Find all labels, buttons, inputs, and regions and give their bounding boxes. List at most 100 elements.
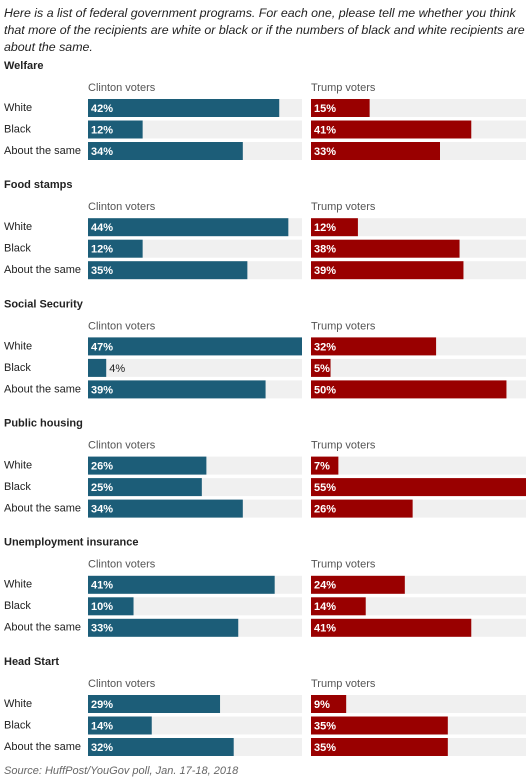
- bar-track: [311, 218, 526, 237]
- bar: [88, 499, 243, 518]
- bar: [311, 695, 347, 713]
- bar: [88, 456, 207, 475]
- value-label: 47%: [91, 341, 113, 353]
- value-label: 33%: [91, 623, 113, 635]
- bar: [88, 218, 289, 237]
- value-label: 34%: [91, 146, 113, 158]
- value-label: 15%: [314, 103, 336, 115]
- bar-track: [88, 358, 302, 377]
- bar: [88, 99, 280, 117]
- bar: [88, 695, 221, 713]
- bar: [88, 261, 248, 280]
- bar: [311, 261, 464, 280]
- value-label: 35%: [314, 720, 336, 732]
- bar: [311, 456, 339, 475]
- series-label: Clinton voters: [88, 82, 156, 94]
- bar: [311, 738, 448, 756]
- bar: [88, 358, 107, 377]
- bar: [311, 142, 440, 160]
- bar: [88, 716, 152, 735]
- value-label: 35%: [314, 742, 336, 754]
- series-label: Clinton voters: [88, 678, 156, 690]
- category-label: White: [4, 340, 32, 352]
- section-title: Unemployment insurance: [4, 537, 138, 549]
- category-label: White: [4, 221, 32, 233]
- bar-track: [311, 695, 526, 713]
- value-label: 41%: [91, 580, 113, 592]
- value-label: 39%: [314, 265, 336, 277]
- bar: [88, 618, 239, 637]
- category-label: About the same: [4, 622, 81, 634]
- bar: [88, 337, 302, 356]
- series-label: Clinton voters: [88, 201, 156, 213]
- bar: [311, 575, 405, 594]
- category-label: Black: [4, 243, 31, 255]
- value-label: 26%: [314, 504, 336, 516]
- value-label: 12%: [91, 244, 113, 256]
- value-label: 14%: [91, 720, 113, 732]
- value-label: 33%: [314, 146, 336, 158]
- value-label: 32%: [314, 341, 336, 353]
- category-label: Black: [4, 362, 31, 374]
- bar: [88, 142, 243, 160]
- series-label: Clinton voters: [88, 320, 156, 332]
- value-label: 12%: [314, 222, 336, 234]
- value-label: 39%: [91, 384, 113, 396]
- bar: [88, 575, 275, 594]
- category-label: White: [4, 102, 32, 114]
- bar: [88, 380, 266, 399]
- value-label: 12%: [91, 124, 113, 136]
- series-label: Trump voters: [311, 82, 376, 94]
- bar: [88, 239, 143, 258]
- bar: [311, 120, 472, 139]
- value-label: 35%: [91, 265, 113, 277]
- value-label: 50%: [314, 384, 336, 396]
- bar: [311, 380, 507, 399]
- category-label: Black: [4, 719, 31, 731]
- series-label: Trump voters: [311, 201, 376, 213]
- bar: [88, 597, 134, 616]
- category-label: White: [4, 460, 32, 472]
- section-title: Welfare: [4, 60, 44, 72]
- series-label: Trump voters: [311, 320, 376, 332]
- section-title: Head Start: [4, 656, 59, 668]
- category-label: Black: [4, 481, 31, 493]
- series-label: Trump voters: [311, 440, 376, 452]
- bar: [311, 716, 448, 735]
- bar-track: [311, 456, 526, 475]
- section-title: Food stamps: [4, 179, 72, 191]
- bar: [311, 358, 331, 377]
- bar: [311, 499, 413, 518]
- category-label: Black: [4, 123, 31, 135]
- value-label: 55%: [314, 482, 336, 494]
- category-label: Black: [4, 600, 31, 612]
- value-label: 32%: [91, 742, 113, 754]
- category-label: About the same: [4, 383, 81, 395]
- value-label: 26%: [91, 461, 113, 473]
- series-label: Clinton voters: [88, 440, 156, 452]
- value-label: 41%: [314, 623, 336, 635]
- bar: [311, 597, 366, 616]
- bar: [311, 218, 358, 237]
- bar-track: [88, 597, 302, 616]
- value-label: 34%: [91, 504, 113, 516]
- value-label: 41%: [314, 124, 336, 136]
- series-label: Trump voters: [311, 678, 376, 690]
- series-label: Clinton voters: [88, 559, 156, 571]
- value-label: 14%: [314, 601, 336, 613]
- bar: [311, 478, 526, 497]
- question-title: Here is a list of federal government pro…: [4, 6, 525, 54]
- value-label: 25%: [91, 482, 113, 494]
- category-label: White: [4, 579, 32, 591]
- value-label: 38%: [314, 244, 336, 256]
- bar: [88, 478, 202, 497]
- section-title: Social Security: [4, 298, 84, 310]
- bar-track: [311, 358, 526, 377]
- bar: [311, 337, 437, 356]
- value-label: 10%: [91, 601, 113, 613]
- category-label: About the same: [4, 264, 81, 276]
- series-label: Trump voters: [311, 559, 376, 571]
- category-label: About the same: [4, 741, 81, 753]
